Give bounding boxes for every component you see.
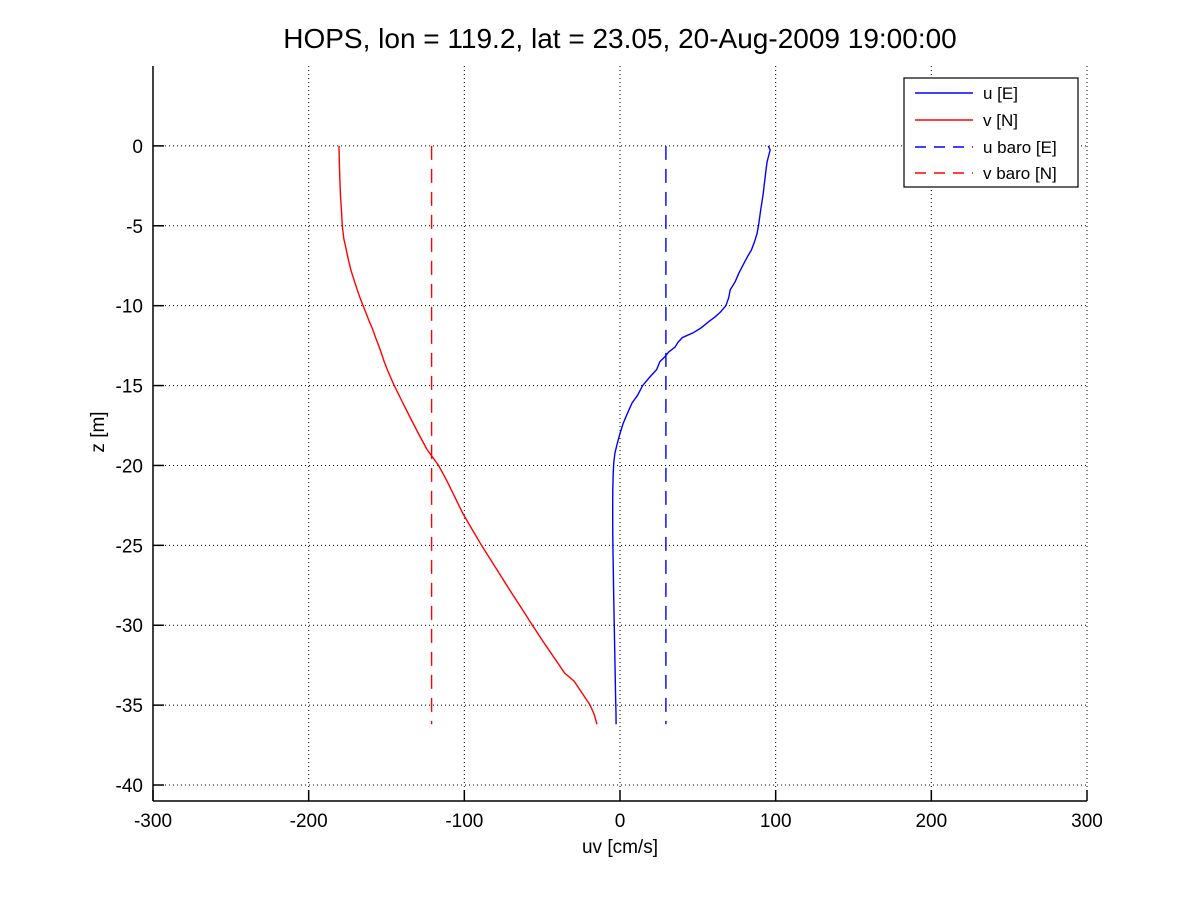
x-tick-label: 100	[760, 811, 792, 832]
data-series	[338, 145, 771, 725]
y-axis-label: z [m]	[88, 411, 109, 452]
y-tick-label: -20	[116, 456, 143, 477]
legend: u [E] v [N] u baro [E] v baro [N]	[903, 77, 1079, 188]
x-axis-label: uv [cm/s]	[582, 837, 658, 858]
x-tick-label: -200	[290, 811, 328, 832]
legend-label-u: u [E]	[983, 84, 1018, 103]
y-tick-label: -15	[116, 377, 143, 398]
axes	[152, 66, 1088, 802]
legend-label-v-baro: v baro [N]	[983, 164, 1057, 183]
y-tick-label: -30	[116, 616, 143, 637]
x-tick-label: 200	[915, 811, 947, 832]
series-v-n	[338, 145, 598, 725]
y-tick-label: 0	[132, 137, 143, 158]
x-tick-label: 0	[615, 811, 626, 832]
series-u-e	[612, 145, 771, 725]
chart-title: HOPS, lon = 119.2, lat = 23.05, 20-Aug-2…	[283, 23, 957, 54]
y-tick-labels: 0 -5 -10 -15 -20 -25 -30 -35 -40	[116, 137, 143, 797]
grid-lines	[153, 66, 1088, 801]
x-tick-labels: -300 -200 -100 0 100 200 300	[134, 811, 1103, 832]
y-tick-label: -5	[126, 217, 143, 238]
legend-label-v: v [N]	[983, 111, 1018, 130]
y-tick-label: -35	[116, 696, 143, 717]
x-tick-label: -300	[134, 811, 172, 832]
legend-label-u-baro: u baro [E]	[983, 138, 1057, 157]
legend-box	[903, 77, 1079, 188]
y-tick-label: -40	[116, 776, 143, 797]
x-tick-label: -100	[445, 811, 483, 832]
x-tick-label: 300	[1071, 811, 1103, 832]
y-tick-label: -25	[116, 536, 143, 557]
y-tick-label: -10	[116, 297, 143, 318]
